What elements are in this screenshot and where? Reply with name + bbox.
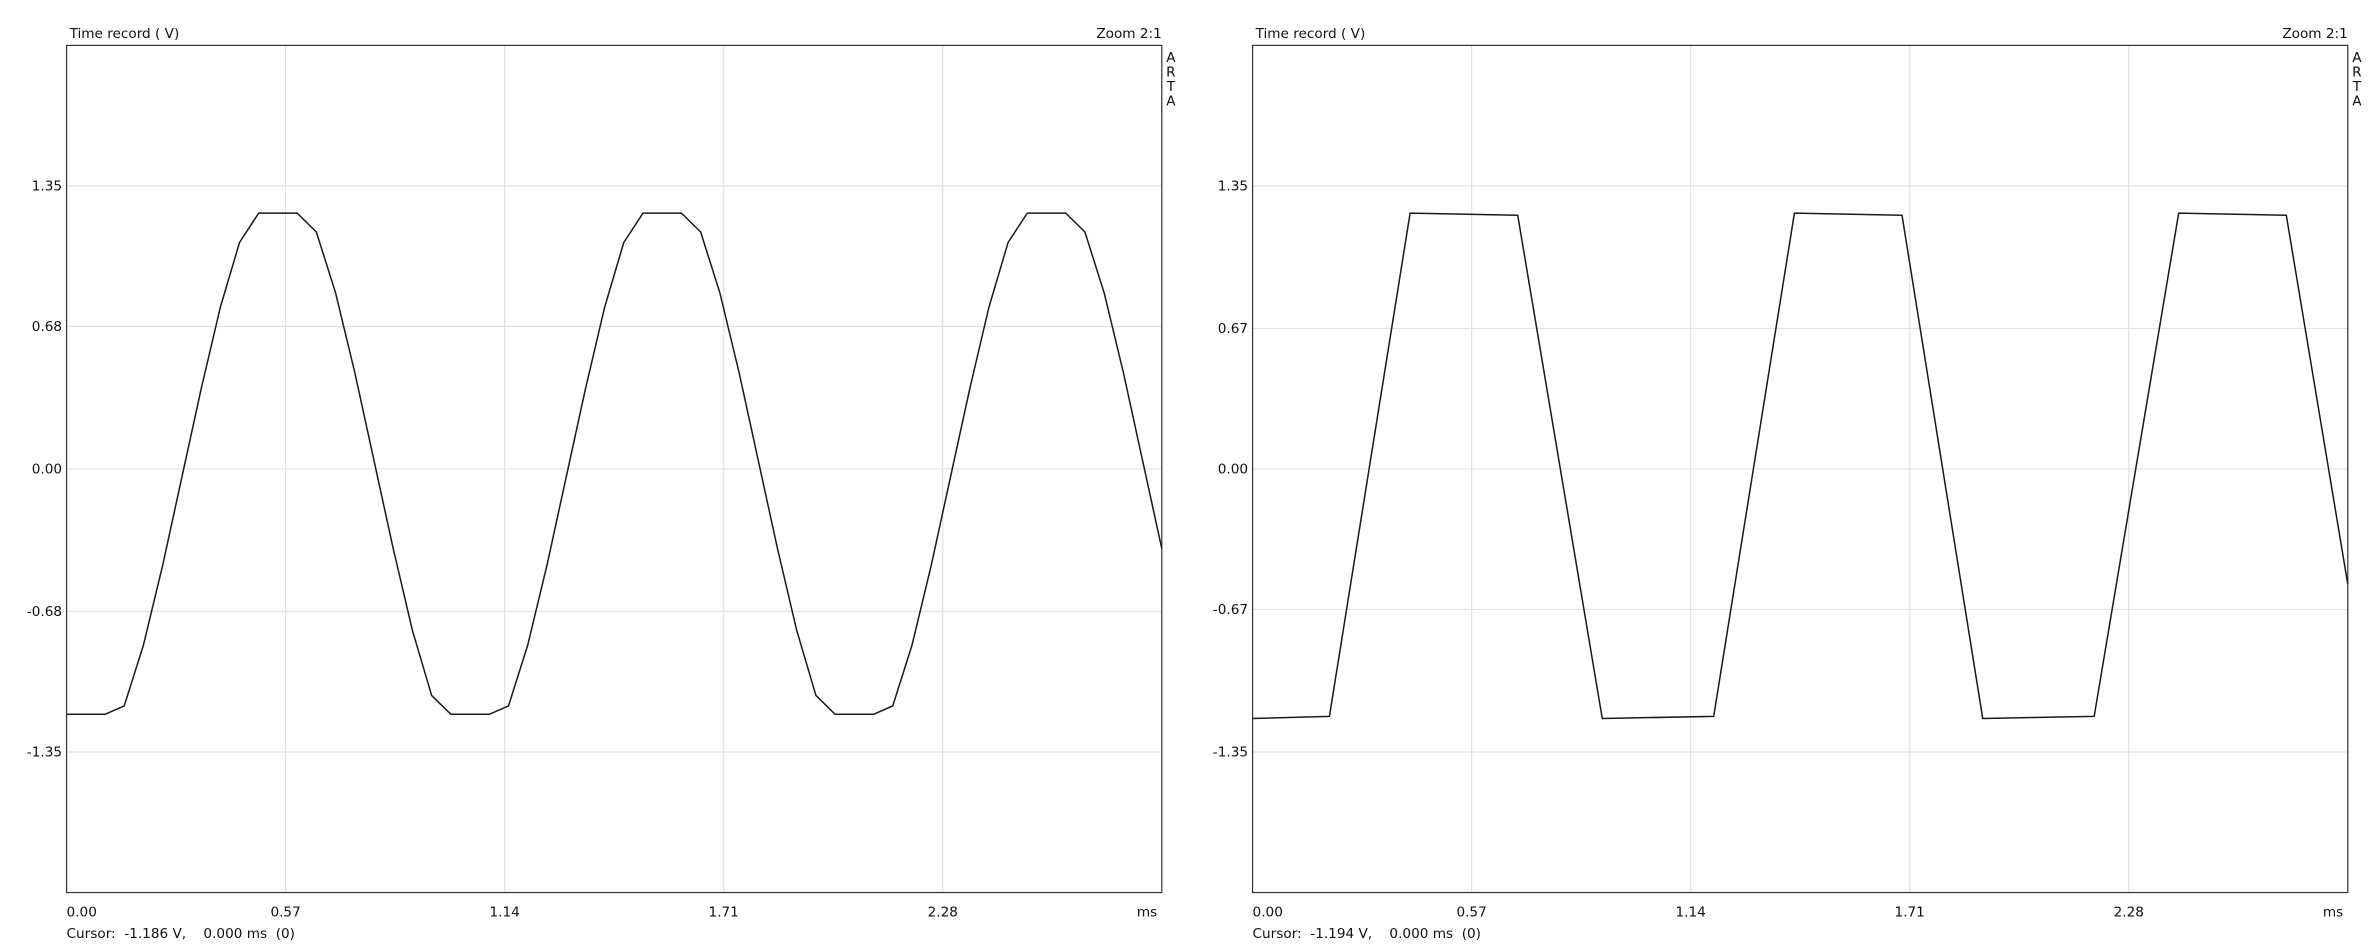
y-tick-label: 1.35 bbox=[1218, 178, 1248, 194]
y-tick-label: -1.35 bbox=[1213, 745, 1248, 761]
y-tick-label: -0.68 bbox=[27, 604, 62, 620]
y-tick-label: -0.67 bbox=[1213, 602, 1248, 618]
x-tick-label: 1.71 bbox=[1895, 905, 1925, 921]
zoom-label: Zoom 2:1 bbox=[1096, 26, 1161, 42]
x-axis-unit: ms bbox=[2323, 905, 2343, 921]
waveform-line bbox=[1252, 212, 2349, 720]
x-tick-label: 2.28 bbox=[928, 905, 958, 921]
cursor-readout: Cursor: -1.186 V, 0.000 ms (0) bbox=[67, 926, 295, 942]
chart-title: Time record ( V) bbox=[69, 26, 180, 42]
x-tick-label: 1.71 bbox=[709, 905, 739, 921]
x-tick-label: 0.57 bbox=[270, 905, 300, 921]
y-tick-label: 0.67 bbox=[1218, 321, 1248, 337]
brand-label: ARTA bbox=[2349, 50, 2365, 108]
brand-label: ARTA bbox=[1163, 50, 1179, 108]
plot-frame bbox=[1251, 44, 2349, 894]
x-tick-label: 0.57 bbox=[1456, 905, 1486, 921]
x-tick-label: 1.14 bbox=[489, 905, 519, 921]
x-axis-unit: ms bbox=[1137, 905, 1157, 921]
cursor-readout: Cursor: -1.194 V, 0.000 ms (0) bbox=[1253, 926, 1481, 942]
plot-frame bbox=[65, 44, 1163, 894]
zoom-label: Zoom 2:1 bbox=[2282, 26, 2347, 42]
waveform-line bbox=[66, 212, 1163, 716]
y-tick-label: -1.35 bbox=[27, 745, 62, 761]
x-tick-label: 2.28 bbox=[2114, 905, 2144, 921]
x-tick-label: 0.00 bbox=[67, 905, 97, 921]
x-tick-label: 1.14 bbox=[1675, 905, 1705, 921]
x-tick-label: 0.00 bbox=[1253, 905, 1283, 921]
y-tick-label: 1.35 bbox=[32, 178, 62, 194]
y-tick-label: 0.00 bbox=[1218, 461, 1248, 477]
y-tick-label: 0.00 bbox=[32, 461, 62, 477]
y-tick-label: 0.68 bbox=[32, 319, 62, 335]
chart-title: Time record ( V) bbox=[1255, 26, 1366, 42]
